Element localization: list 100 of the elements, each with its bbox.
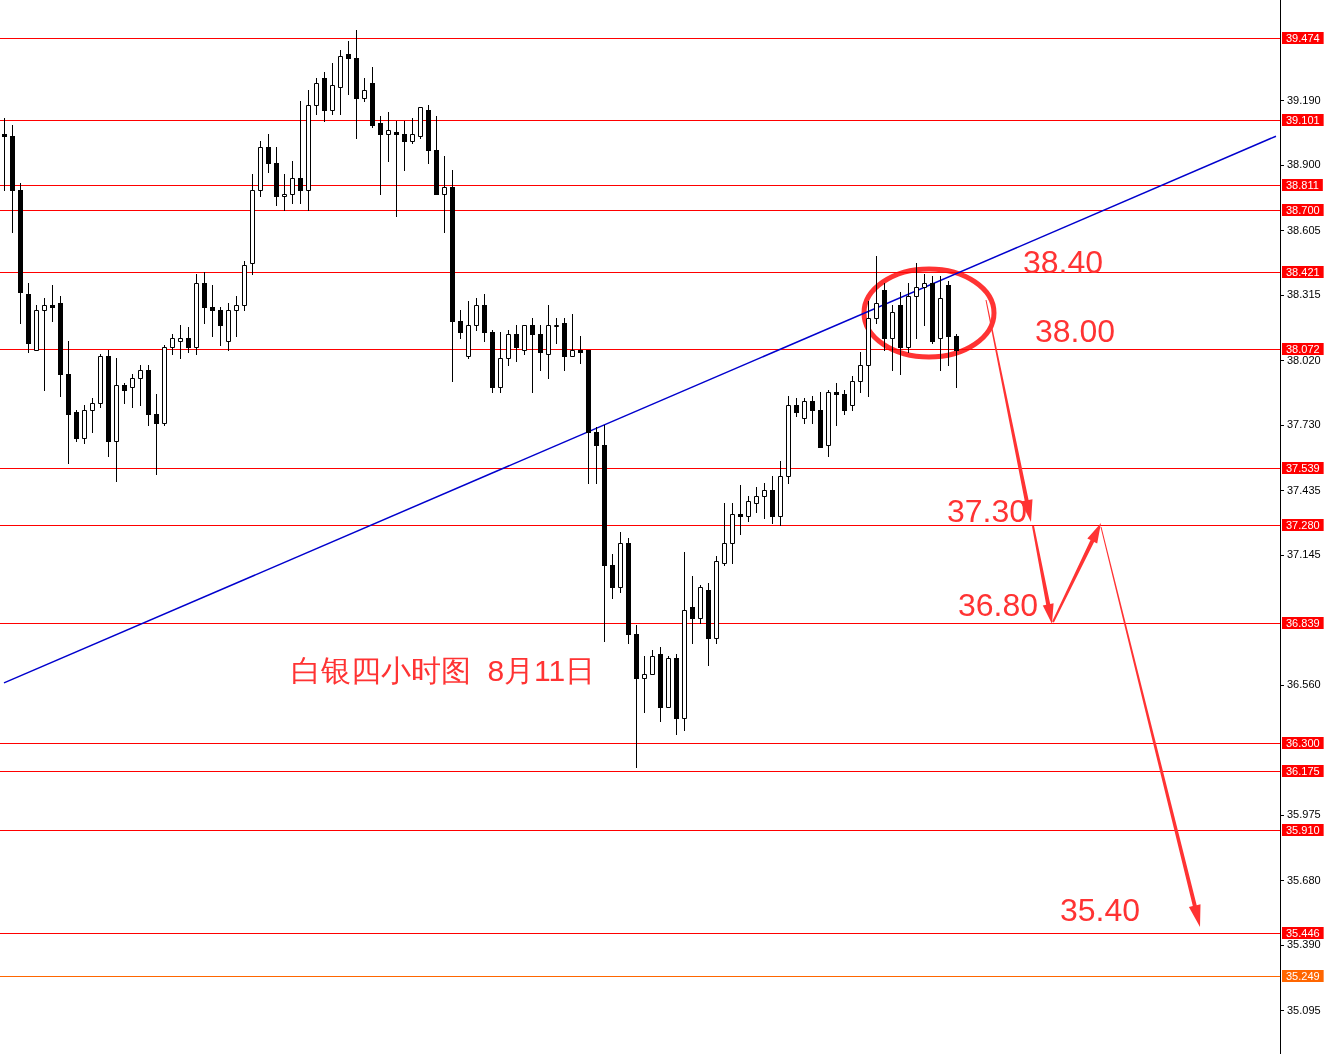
y-tick-label: 36.560 — [1287, 678, 1321, 691]
y-tick-label: 35.095 — [1287, 1003, 1321, 1016]
candlestick — [746, 496, 751, 522]
candlestick — [682, 552, 687, 731]
candlestick — [530, 318, 535, 393]
ref-line-label: 35.446 — [1286, 926, 1320, 939]
annotation: 37.30 — [946, 492, 1028, 529]
ref-line-label: 39.101 — [1286, 113, 1320, 126]
candlestick — [938, 276, 943, 371]
ref-line-label: 38.421 — [1286, 265, 1320, 278]
candlestick — [866, 301, 871, 397]
y-tick-label: 35.390 — [1287, 938, 1321, 951]
candlestick — [642, 656, 647, 713]
candlestick — [786, 396, 791, 484]
y-tick-label: 37.145 — [1287, 548, 1321, 561]
annotation: 38.00 — [1034, 312, 1116, 349]
candlestick — [506, 330, 511, 366]
y-tick-label: 38.900 — [1287, 158, 1321, 171]
candlestick — [130, 374, 135, 408]
candlestick — [42, 298, 47, 391]
ref-line-label: 35.249 — [1286, 969, 1320, 982]
ref-line-label: 36.175 — [1286, 764, 1320, 777]
candlestick — [50, 285, 55, 322]
y-tick-label: 38.605 — [1287, 223, 1321, 236]
candlestick — [386, 112, 391, 162]
candlestick — [522, 325, 527, 355]
candlestick — [98, 356, 103, 408]
candlestick — [210, 285, 215, 337]
candlestick — [762, 483, 767, 519]
ref-line-label: 39.474 — [1286, 31, 1320, 44]
candlestick — [234, 296, 239, 337]
candlestick — [698, 587, 703, 624]
ref-line-label: 36.300 — [1286, 736, 1320, 749]
candlestick — [290, 161, 295, 204]
candlestick — [2, 118, 7, 191]
candlestick — [218, 307, 223, 346]
candlestick — [690, 576, 695, 644]
candlestick — [810, 396, 815, 424]
candlestick — [778, 461, 783, 526]
ref-line-label: 36.839 — [1286, 616, 1320, 629]
candlestick — [258, 141, 263, 197]
candlestick — [354, 30, 359, 139]
candlestick — [402, 121, 407, 171]
ref-line-label: 37.280 — [1286, 518, 1320, 531]
annotation: 36.80 — [957, 586, 1039, 623]
y-tick-label: 35.975 — [1287, 808, 1321, 821]
candlestick — [186, 327, 191, 353]
candlestick — [514, 325, 519, 362]
candlestick — [498, 332, 503, 393]
candlestick — [594, 427, 599, 484]
candlestick — [802, 398, 807, 424]
candlestick — [730, 503, 735, 564]
ref-line-label: 38.700 — [1286, 203, 1320, 216]
candlestick — [306, 90, 311, 211]
candlestick — [82, 405, 87, 444]
candlestick — [738, 485, 743, 535]
ref-line-label: 35.910 — [1286, 823, 1320, 836]
ref-line-label: 37.539 — [1286, 461, 1320, 474]
candlestick — [138, 365, 143, 406]
candlestick — [538, 325, 543, 371]
candlestick — [954, 336, 959, 388]
candlestick — [362, 78, 367, 102]
annotation: 38.40 — [1022, 243, 1104, 280]
candlestick — [570, 314, 575, 357]
annotation: 35.40 — [1059, 891, 1141, 928]
candlestick — [250, 174, 255, 275]
candlestick — [90, 398, 95, 433]
candlestick — [314, 78, 319, 115]
candlestick — [410, 118, 415, 142]
candlestick — [754, 487, 759, 513]
ref-line-label: 38.072 — [1286, 342, 1320, 355]
y-tick-label: 37.435 — [1287, 483, 1321, 496]
candlestick — [650, 650, 655, 675]
candlestick — [890, 305, 895, 371]
candlestick — [442, 156, 447, 233]
text: 白银四小时图 8月11日 — [290, 654, 596, 688]
y-tick-label: 39.190 — [1287, 93, 1321, 106]
candlestick — [378, 116, 383, 195]
candlestick — [474, 298, 479, 331]
candlestick — [226, 303, 231, 351]
y-tick-label: 38.020 — [1287, 353, 1321, 366]
candlestick — [922, 274, 927, 326]
candlestick — [578, 336, 583, 364]
candlestick — [66, 341, 71, 464]
candlestick — [546, 305, 551, 379]
candlestick — [114, 358, 119, 482]
candlestick — [850, 376, 855, 411]
candlestick — [330, 63, 335, 115]
candlestick — [346, 41, 351, 95]
candlestick — [282, 174, 287, 211]
candlestick — [874, 256, 879, 324]
candlestick — [906, 283, 911, 353]
ref-line-label: 38.811 — [1286, 178, 1319, 191]
candlestick — [154, 394, 159, 475]
candlestick — [914, 263, 919, 339]
candlestick — [34, 305, 39, 351]
candlestick — [666, 658, 671, 708]
candlestick — [458, 310, 463, 339]
candlestick — [834, 383, 839, 426]
candlestick — [634, 625, 639, 768]
